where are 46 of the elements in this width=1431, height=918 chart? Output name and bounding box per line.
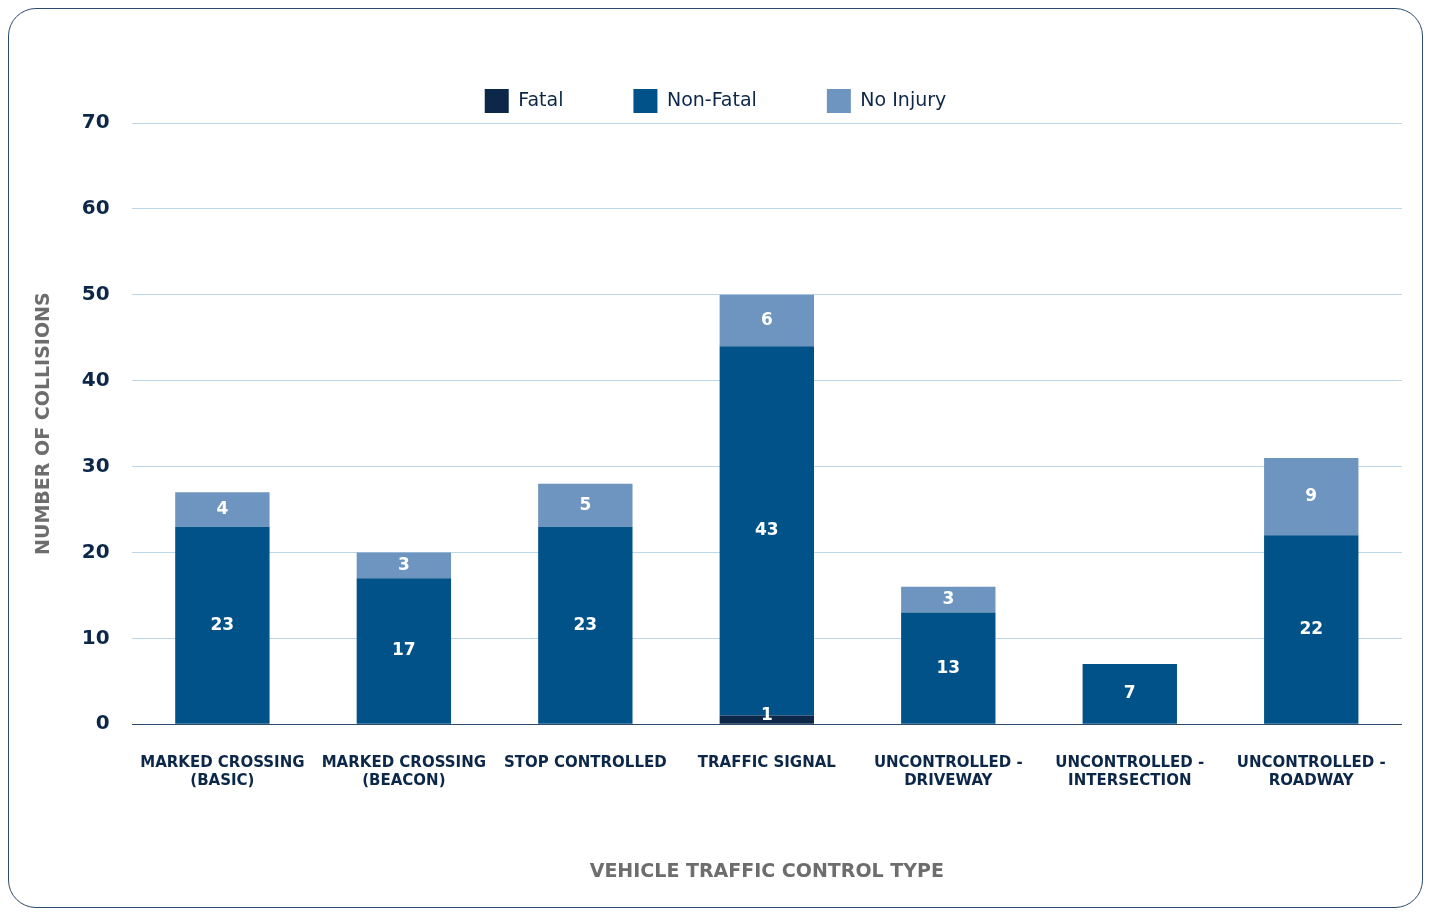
data-label: 23 [210,613,235,634]
data-label: 7 [1123,682,1136,703]
legend-label: No Injury [860,87,947,110]
data-label: 5 [579,493,592,514]
x-tick-label: STOP CONTROLLED [504,753,667,772]
data-label: 13 [936,656,961,677]
bar [1264,457,1359,536]
x-tick-label: UNCONTROLLED - DRIVEWAY [873,753,1023,790]
data-label: 9 [1305,485,1318,506]
y-tick-label: 20 [81,538,110,563]
y-tick-label: 40 [81,366,110,391]
data-label: 4 [216,497,229,518]
data-label: 3 [397,553,410,574]
data-label: 1 [760,704,773,725]
data-label: 43 [754,519,779,540]
bar [901,586,996,613]
data-label: 23 [573,613,598,634]
x-axis-title: VEHICLE TRAFFIC CONTROL TYPE [589,858,944,881]
y-tick-label: 30 [81,452,110,477]
y-tick-label: 60 [81,195,110,220]
x-tick-label: MARKED CROSSING (BASIC) [140,753,305,790]
y-tick-label: 70 [81,109,110,134]
y-axis-title: NUMBER OF COLLISIONS [31,292,54,555]
bar [175,492,270,527]
bar [719,294,814,347]
y-tick-label: 10 [81,624,110,649]
data-label: 17 [392,639,416,660]
bar [901,612,996,724]
x-tick-label: TRAFFIC SIGNAL [697,753,837,772]
x-tick-label: MARKED CROSSING (BEACON) [321,753,487,790]
data-label: 6 [760,308,773,329]
bar [538,483,633,527]
data-label: 22 [1299,617,1324,638]
bar [538,526,633,724]
x-tick-label: UNCONTROLLED - ROADWAY [1236,753,1386,790]
legend-label: Non-Fatal [666,87,757,110]
bar [1264,535,1359,724]
y-tick-label: 0 [95,710,110,735]
bar [1082,664,1177,724]
y-tick-label: 50 [81,280,110,305]
x-tick-label: UNCONTROLLED - INTERSECTION [1055,753,1205,790]
legend-label: Fatal [518,87,564,110]
bar [356,578,452,724]
bar [175,526,270,724]
data-label: 3 [942,588,955,609]
bar [356,552,452,579]
